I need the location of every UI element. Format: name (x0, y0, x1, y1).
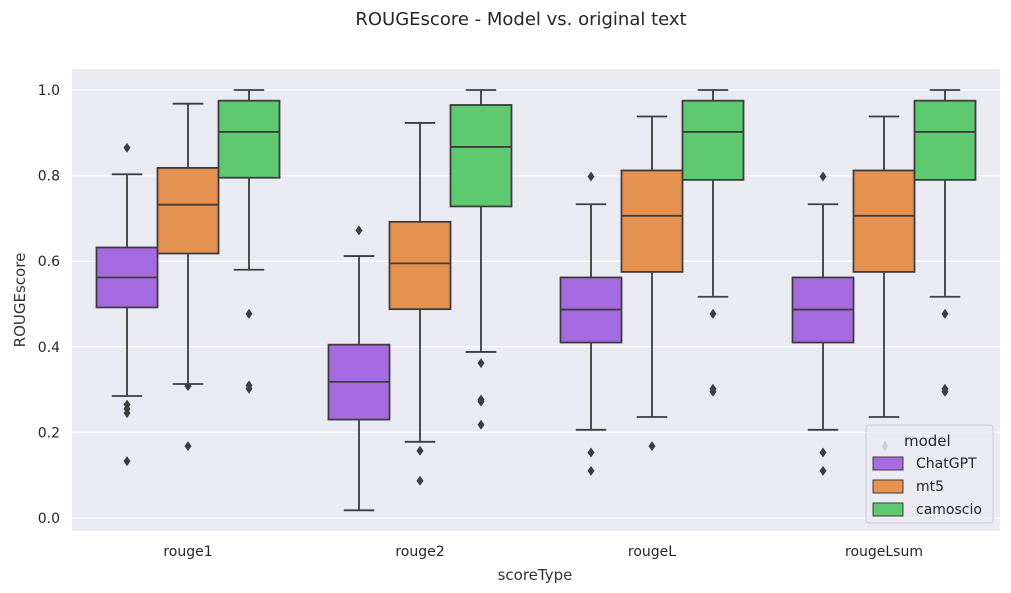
outlier-point (123, 142, 131, 153)
outlier-point (355, 225, 363, 236)
y-tick-label: 0.8 (38, 169, 60, 185)
box-iqr (852, 169, 916, 273)
outlier-point (245, 308, 253, 319)
box-camoscio-rouge2 (449, 89, 513, 430)
plot-area (72, 69, 1000, 531)
legend-label: camoscio (916, 502, 982, 518)
outlier-point (941, 308, 949, 319)
box-iqr (620, 169, 684, 273)
legend-title: model (904, 432, 951, 450)
y-tick-label: 0.6 (38, 254, 60, 270)
box-ChatGPT-rouge1 (95, 142, 159, 467)
box-iqr (913, 99, 977, 181)
box-camoscio-rouge1 (217, 89, 281, 394)
box-iqr (156, 166, 220, 255)
legend-swatch (872, 479, 904, 494)
y-tick-label: 0.2 (38, 425, 60, 441)
box-ChatGPT-rouge2 (327, 225, 391, 512)
outlier-point (477, 419, 485, 430)
legend-swatch (872, 502, 904, 517)
chart-title: ROUGEscore - Model vs. original text (355, 9, 686, 30)
x-tick-label: rouge1 (163, 544, 212, 560)
box-groups (95, 89, 977, 512)
outlier-point (819, 171, 827, 182)
box-camoscio-rougeL (681, 89, 745, 397)
legend-label: mt5 (916, 479, 944, 495)
box-iqr (681, 99, 745, 181)
x-axis-label: scoreType (498, 566, 573, 584)
outlier-point (587, 465, 595, 476)
y-axis-label: ROUGEscore (11, 253, 29, 348)
box-mt5-rougeLsum (852, 115, 916, 418)
legend: model ChatGPT mt5 camoscio (865, 424, 994, 524)
outlier-point (184, 381, 192, 392)
outlier-point (123, 456, 131, 467)
outlier-point (587, 171, 595, 182)
x-tick-label: rouge2 (395, 544, 444, 560)
outlier-point (184, 441, 192, 452)
outlier-point (941, 386, 949, 397)
box-iqr (449, 104, 513, 208)
legend-label: ChatGPT (916, 456, 977, 472)
legend-marker-icon (882, 440, 888, 452)
outlier-point (477, 358, 485, 369)
y-tick-label: 1.0 (38, 83, 60, 99)
outlier-point (819, 447, 827, 458)
y-tick-labels: 0.0 0.2 0.4 0.6 0.8 1.0 (38, 83, 60, 527)
outlier-point (416, 475, 424, 486)
outlier-point (709, 308, 717, 319)
box-mt5-rougeL (620, 115, 684, 452)
x-tick-labels: rouge1 rouge2 rougeL rougeLsum (163, 544, 923, 560)
y-tick-label: 0.4 (38, 340, 60, 356)
outlier-point (123, 408, 131, 419)
outlier-point (648, 441, 656, 452)
outlier-point (245, 383, 253, 394)
legend-box (865, 424, 994, 524)
box-iqr (217, 99, 281, 179)
box-ChatGPT-rougeL (559, 171, 623, 476)
x-tick-label: rougeL (628, 544, 676, 560)
outlier-point (477, 396, 485, 407)
y-tick-label: 0.0 (38, 511, 60, 527)
box-mt5-rouge2 (388, 122, 452, 486)
x-tick-label: rougeLsum (845, 544, 923, 560)
box-mt5-rouge1 (156, 102, 220, 452)
outlier-point (416, 445, 424, 456)
legend-swatch (872, 456, 904, 471)
outlier-point (819, 465, 827, 476)
box-iqr (388, 220, 452, 311)
box-camoscio-rougeLsum (913, 89, 977, 397)
outlier-point (709, 386, 717, 397)
box-ChatGPT-rougeLsum (791, 171, 855, 476)
outlier-point (587, 447, 595, 458)
